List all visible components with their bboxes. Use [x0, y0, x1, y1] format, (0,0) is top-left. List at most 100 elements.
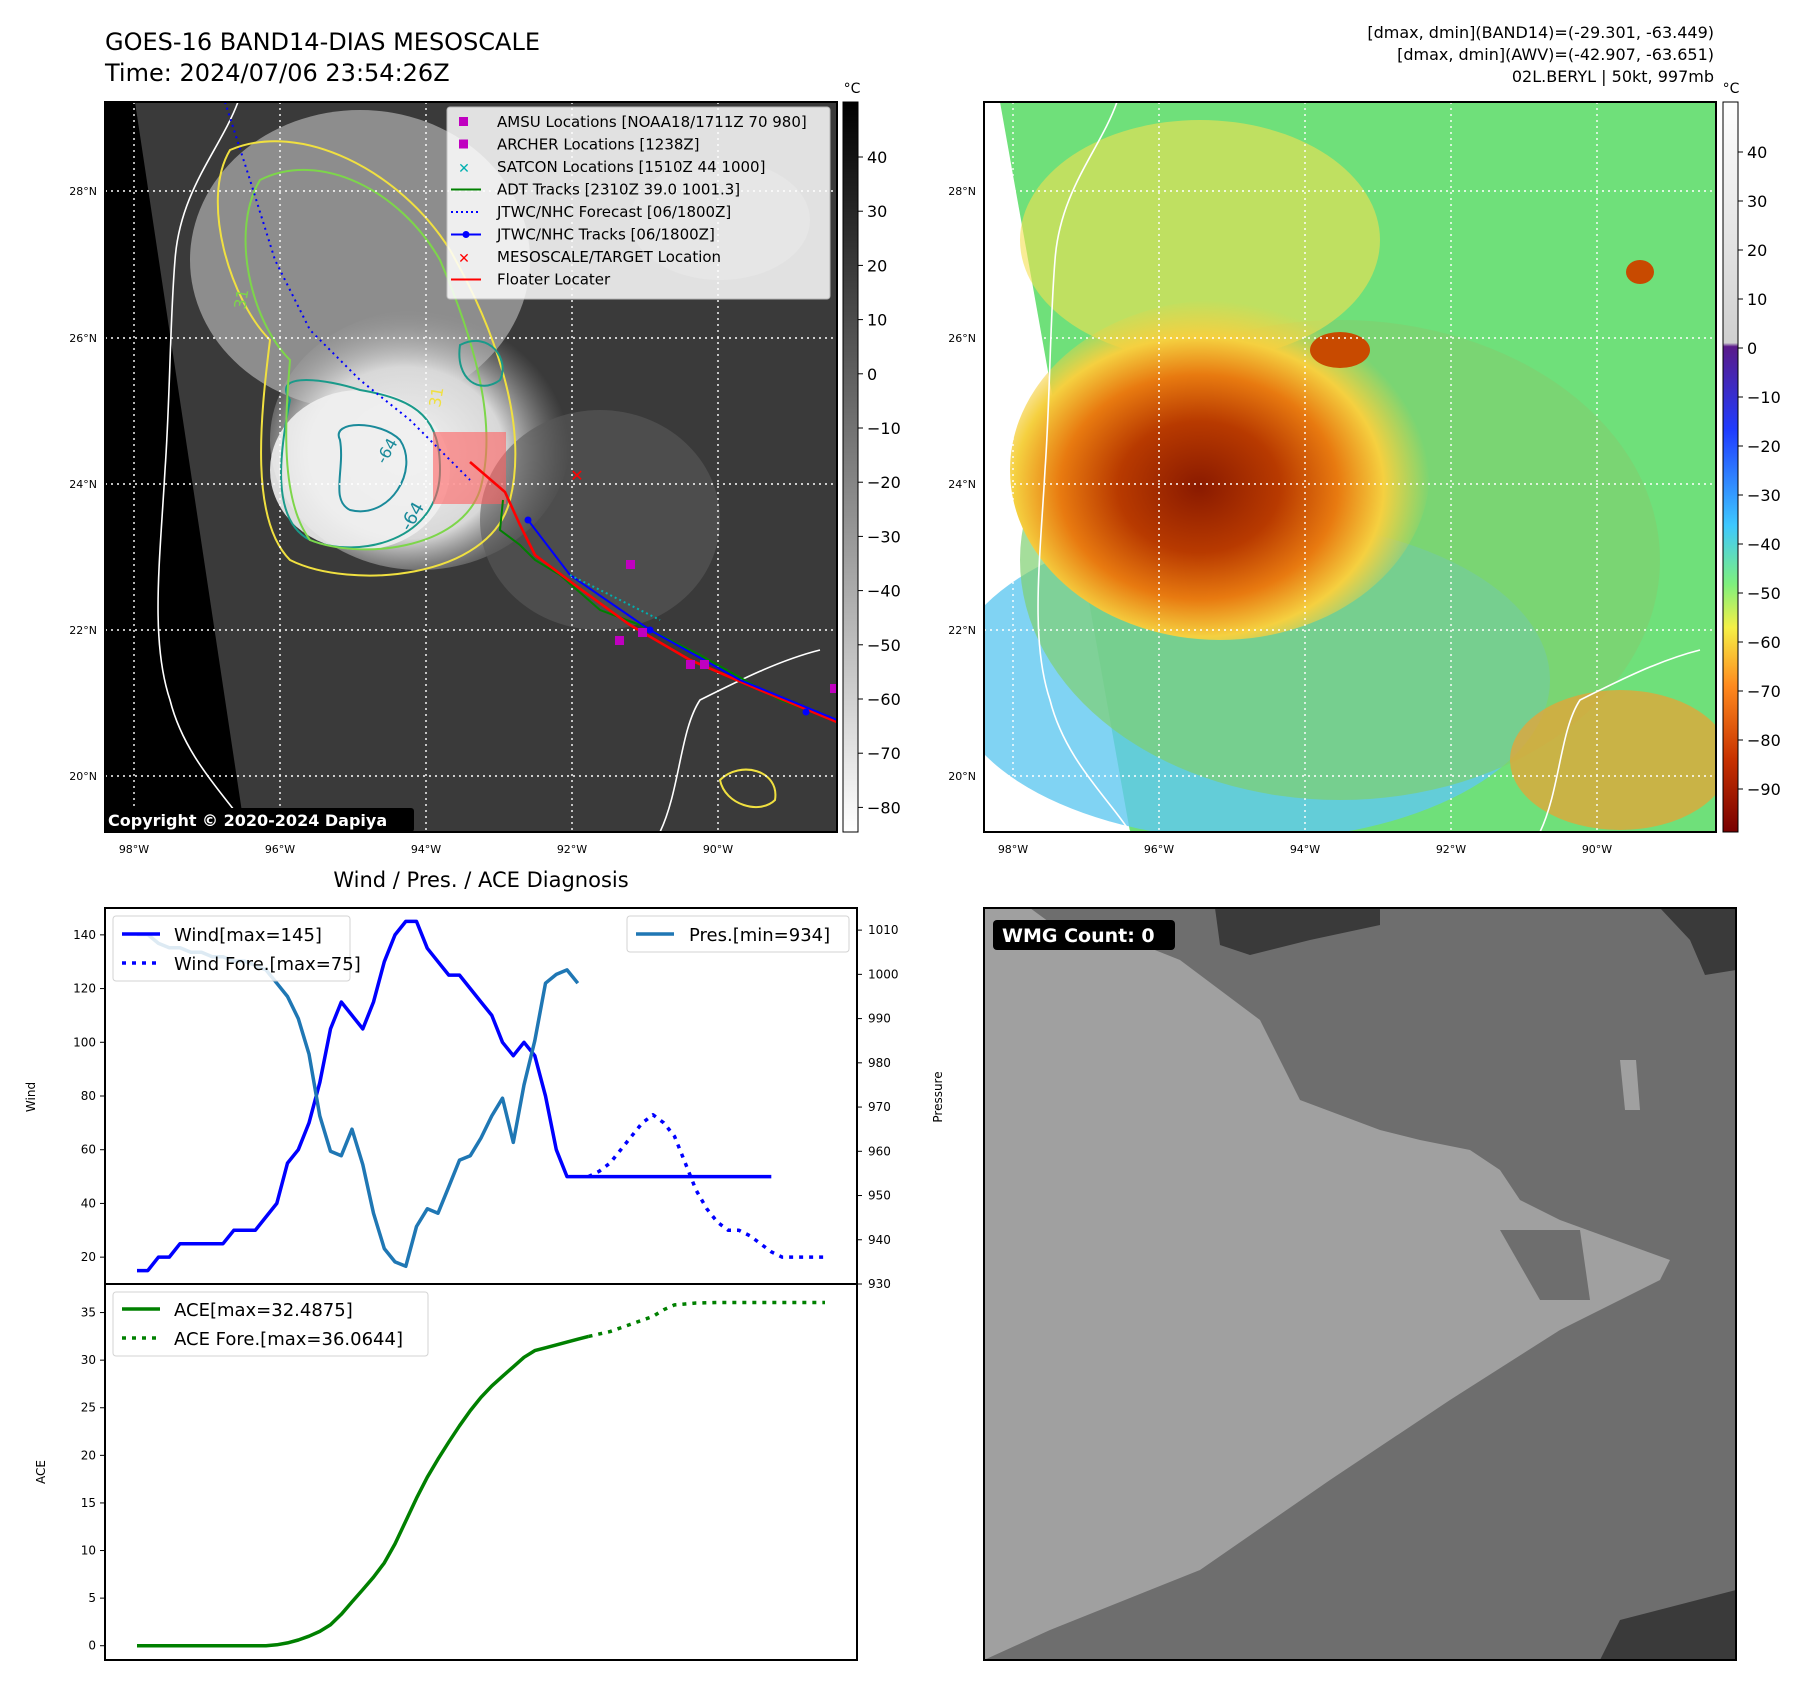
contour-label: 31: [425, 385, 447, 408]
adt-track: [498, 499, 837, 721]
series-line-0: [137, 919, 772, 1273]
legend-entry: ✕ MESOSCALE/TARGET Location: [458, 248, 721, 267]
series-line-0: [137, 1334, 589, 1648]
y-tick-label: 25: [81, 1401, 96, 1415]
y-tick-label: 35: [81, 1306, 96, 1320]
lat-label: 26°N: [69, 332, 97, 345]
archer-marker: [700, 660, 709, 669]
ir-map-frame: [104, 101, 838, 833]
legend-marker-square: [459, 117, 468, 126]
satcon-track: [569, 574, 661, 621]
archer-marker: [638, 628, 647, 637]
contour-label: 31: [230, 287, 252, 310]
y-tick-label-right: 970: [868, 1100, 891, 1114]
colorbar-tick-label: 40: [867, 148, 887, 167]
legend-marker-x: ✕: [458, 251, 470, 267]
storm-info: 02L.BERYL | 50kt, 997mb: [1512, 67, 1714, 86]
y-tick-label: 140: [73, 928, 96, 942]
lon-label: 98°W: [119, 843, 149, 856]
colorbar-tick-label: −60: [867, 690, 901, 709]
y-tick-label: 40: [81, 1196, 96, 1210]
y-tick-label-right: 980: [868, 1056, 891, 1070]
lon-label: 92°W: [557, 843, 587, 856]
archer-marker: [686, 660, 695, 669]
colorbar-tick-label: −40: [867, 582, 901, 601]
y-tick-label-right: 940: [868, 1233, 891, 1247]
legend-entry: Floater Locater: [451, 271, 611, 289]
legend-entry: AMSU Locations [NOAA18/1711Z 70 980]: [459, 113, 807, 131]
colorbar-tick-label: −40: [1747, 535, 1781, 554]
wmg-panel: WMG Count: 0: [983, 907, 1737, 1661]
archer-marker: [830, 684, 837, 693]
legend-pressure: Pres.[min=934]: [689, 925, 830, 946]
legend-label: AMSU Locations [NOAA18/1711Z 70 980]: [497, 113, 807, 131]
legend-label: ADT Tracks [2310Z 39.0 1001.3]: [497, 181, 740, 199]
ace-axis-label: ACE: [34, 1460, 48, 1484]
legend-entry: ✕ SATCON Locations [1510Z 44 1000]: [458, 158, 765, 177]
y-tick-label-right: 960: [868, 1144, 891, 1158]
colorbar-tick-label: −80: [867, 798, 901, 817]
y-tick-label: 0: [88, 1639, 96, 1653]
colorbar-tick-label: 40: [1747, 143, 1767, 162]
forecast-track: [224, 102, 471, 481]
colorbar-tick-label: 20: [867, 256, 887, 275]
legend-entry: ADT Tracks [2310Z 39.0 1001.3]: [451, 181, 740, 199]
y-tick-label-right: 950: [868, 1189, 891, 1203]
y-tick-label-right: 930: [868, 1277, 891, 1291]
wind-pressure-chart: Wind / Pres. / ACE Diagnosis 140 120 100 80…: [24, 868, 945, 1291]
y-tick-label: 60: [81, 1143, 96, 1157]
lat-label: 20°N: [69, 770, 97, 783]
floater-track: [469, 461, 837, 724]
legend-wind-forecast: Wind Fore.[max=75]: [174, 954, 361, 975]
legend-marker-dot: [462, 231, 470, 238]
colorbar-tick-label: −80: [1747, 731, 1781, 750]
wind-axis-label: Wind: [24, 1082, 38, 1112]
lon-label: 90°W: [703, 843, 733, 856]
lon-label: 90°W: [1582, 843, 1612, 856]
figure-time: Time: 2024/07/06 23:54:26Z: [104, 59, 450, 87]
colorbar-tick-label: −30: [1747, 486, 1781, 505]
y-tick-label: 20: [81, 1448, 96, 1462]
legend-marker-x: ✕: [458, 161, 470, 177]
wmg-count: WMG Count: 0: [1002, 925, 1155, 947]
lon-label: 94°W: [411, 843, 441, 856]
lat-label: 26°N: [948, 332, 976, 345]
y-tick-label-right: 1000: [868, 967, 899, 981]
lat-label: 20°N: [948, 770, 976, 783]
copyright-badge: [104, 808, 414, 832]
y-tick-label: 80: [81, 1089, 96, 1103]
track-point: [524, 516, 532, 524]
legend-entry: JTWC/NHC Tracks [06/1800Z]: [451, 226, 715, 244]
lon-label: 96°W: [1144, 843, 1174, 856]
lat-label: 22°N: [69, 624, 97, 637]
colorbar-tick-label: −20: [1747, 437, 1781, 456]
y-tick-label: 5: [88, 1591, 96, 1605]
lat-label: 28°N: [948, 185, 976, 198]
enhanced-ir-frame: [983, 101, 1717, 833]
y-tick-label: 15: [81, 1496, 96, 1510]
colorbar-tick-label: −90: [1747, 780, 1781, 799]
lon-label: 96°W: [265, 843, 295, 856]
colorbar-tick-label: −70: [1747, 682, 1781, 701]
legend-label: JTWC/NHC Tracks [06/1800Z]: [496, 226, 715, 244]
target-marker: ✕: [570, 466, 583, 485]
archer-marker: [615, 636, 624, 645]
amsu-marker: [626, 560, 635, 569]
y-tick-label: 120: [73, 982, 96, 996]
wind-legend: Wind[max=145] Wind Fore.[max=75]: [112, 915, 361, 982]
lat-lon-grid: [984, 102, 1716, 832]
map-legend: AMSU Locations [NOAA18/1711Z 70 980] ARCH…: [446, 106, 831, 300]
legend-wind: Wind[max=145]: [174, 925, 322, 946]
floater-target-box: [433, 432, 506, 504]
ace-legend: ACE[max=32.4875] ACE Fore.[max=36.0644]: [112, 1291, 429, 1357]
legend-label: MESOSCALE/TARGET Location: [497, 248, 721, 266]
figure-title: GOES-16 BAND14-DIAS MESOSCALE: [105, 28, 540, 56]
lat-label: 22°N: [948, 624, 976, 637]
colorbar-tick-label: 0: [1747, 339, 1757, 358]
pressure-legend: Pres.[min=934]: [626, 915, 850, 953]
legend-label: ARCHER Locations [1238Z]: [497, 136, 700, 154]
y-tick-label: 10: [81, 1544, 96, 1558]
y-tick-label-right: 990: [868, 1012, 891, 1026]
colorbar-tick-label: 30: [867, 202, 887, 221]
